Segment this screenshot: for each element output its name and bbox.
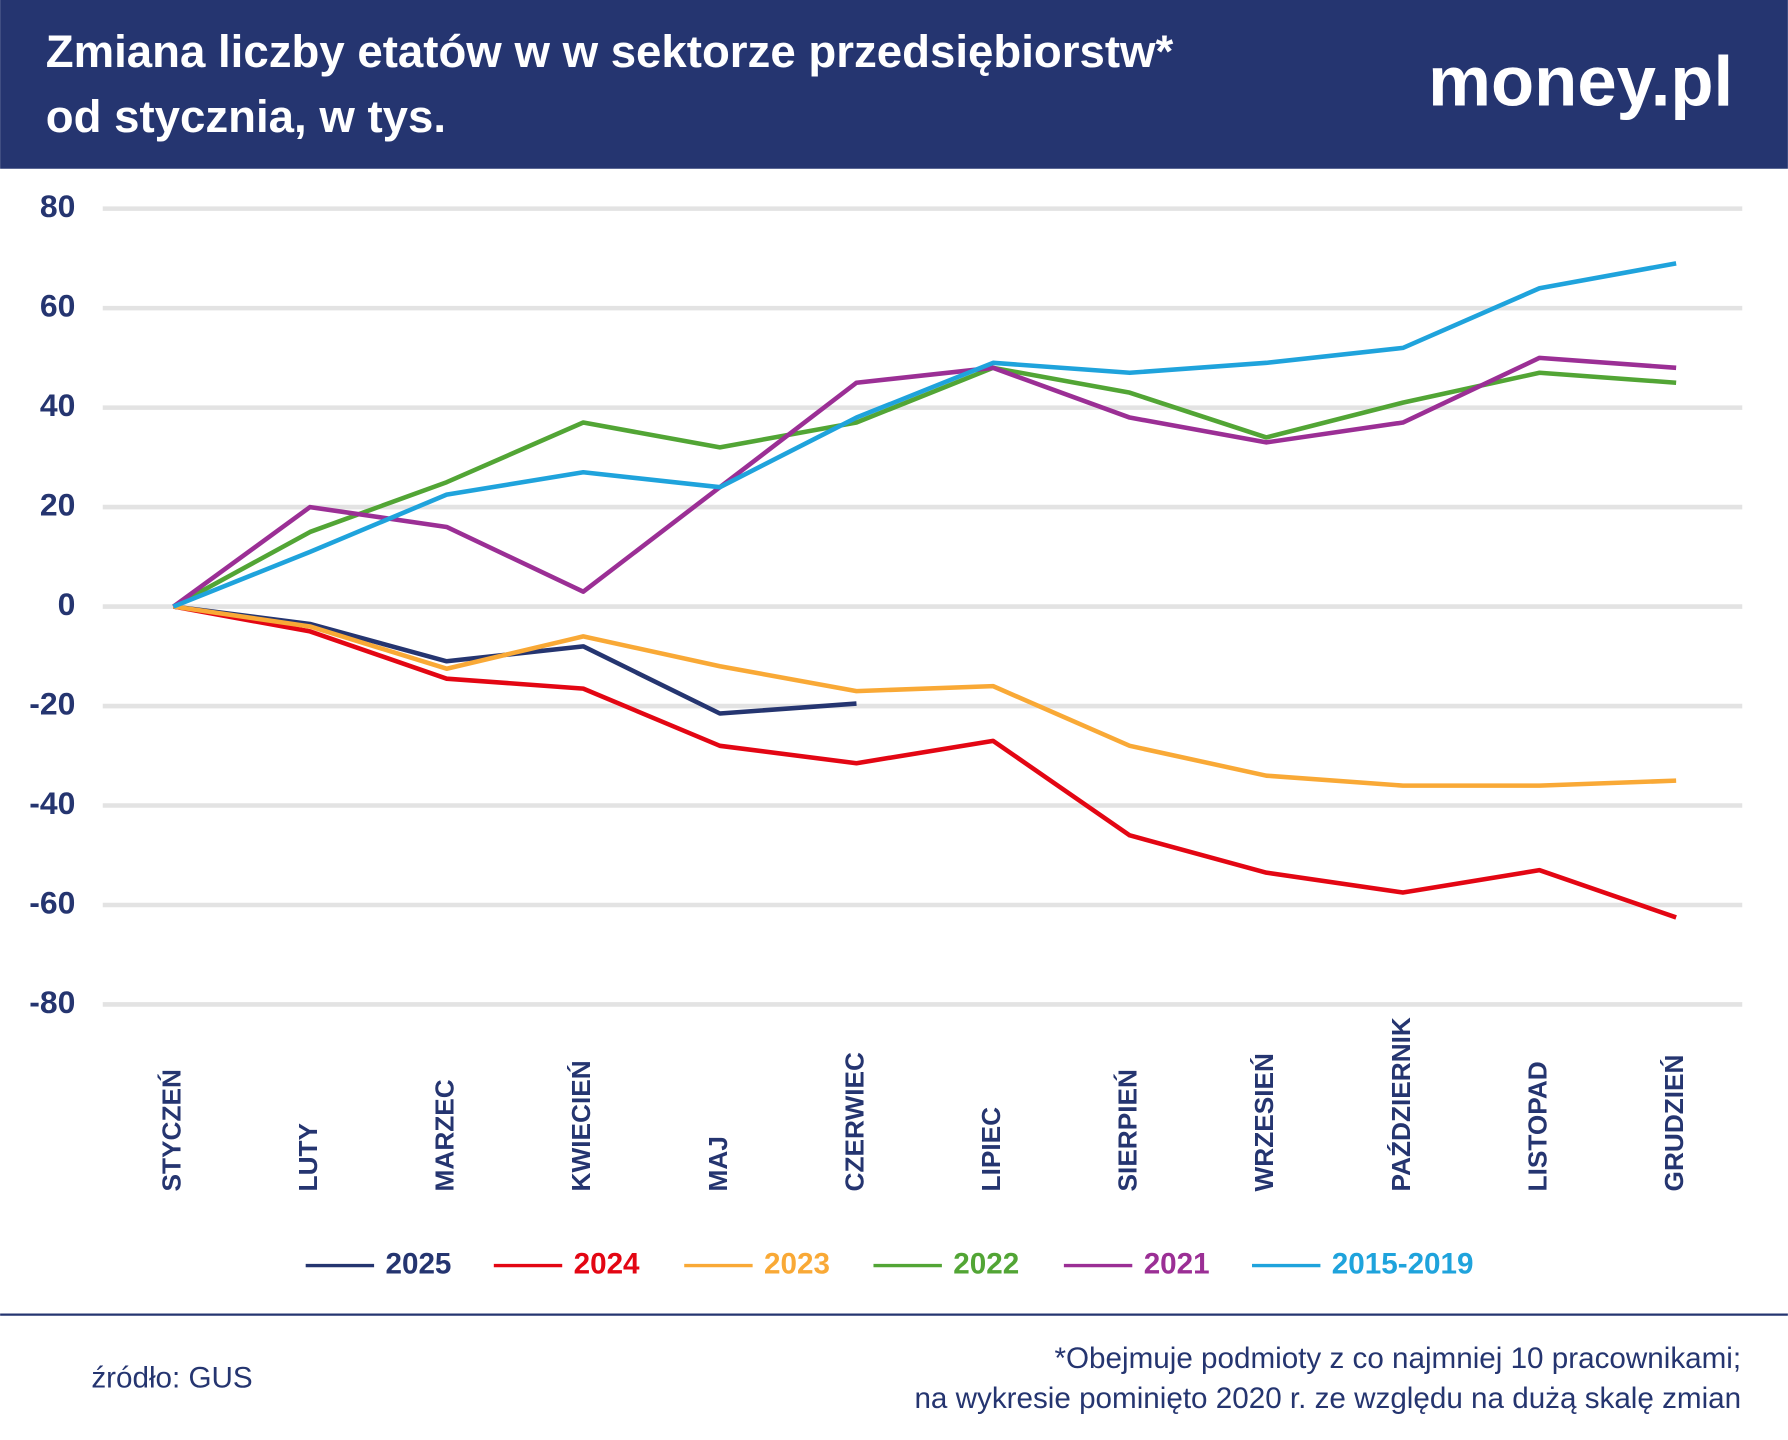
y-tick-label: 60 — [40, 288, 75, 324]
source: źródło: GUS — [91, 1361, 252, 1394]
series-line — [172, 261, 1677, 609]
legend-label: 2021 — [1144, 1247, 1210, 1280]
note: *Obejmuje podmioty z co najmniej 10 prac… — [1054, 1342, 1741, 1375]
series-line — [172, 355, 1677, 609]
x-tick-label: MARZEC — [430, 1079, 460, 1191]
legend-label: 2022 — [953, 1247, 1019, 1280]
chart-title: od stycznia, w tys. — [46, 91, 446, 142]
x-tick-label: WRZESIEŃ — [1249, 1053, 1279, 1191]
x-tick-label: CZERWIEC — [839, 1052, 869, 1191]
x-tick-label: LUTY — [293, 1122, 323, 1191]
x-tick-label: KWIECIEŃ — [566, 1060, 596, 1191]
y-tick-label: 80 — [40, 188, 75, 224]
header — [0, 0, 1788, 169]
x-tick-label: SIERPIEŃ — [1113, 1069, 1143, 1191]
x-tick-label: LIPIEC — [976, 1107, 1006, 1192]
legend-label: 2024 — [574, 1247, 640, 1280]
series-line — [172, 365, 1677, 609]
y-tick-label: -80 — [29, 984, 75, 1020]
y-tick-label: -40 — [29, 785, 75, 821]
y-tick-label: -20 — [29, 685, 75, 721]
legend-label: 2015-2019 — [1332, 1247, 1474, 1280]
y-tick-label: 40 — [40, 387, 75, 423]
logo: money.pl — [1428, 41, 1733, 120]
y-tick-label: 0 — [58, 586, 76, 622]
x-tick-label: PAŹDZIERNIK — [1386, 1017, 1416, 1191]
x-tick-label: GRUDZIEŃ — [1659, 1055, 1689, 1192]
x-tick-label: STYCZEŃ — [156, 1069, 186, 1191]
note: na wykresie pominięto 2020 r. ze względu… — [914, 1382, 1741, 1415]
series-line — [173, 604, 1677, 788]
x-tick-label: LISTOPAD — [1522, 1061, 1552, 1191]
y-tick-label: 20 — [40, 487, 75, 523]
series-line — [173, 604, 1677, 920]
chart-title: Zmiana liczby etatów w w sektorze przeds… — [46, 26, 1174, 77]
legend-label: 2023 — [764, 1247, 830, 1280]
y-tick-label: -60 — [29, 884, 75, 920]
x-tick-label: MAJ — [703, 1136, 733, 1191]
legend-label: 2025 — [385, 1247, 451, 1280]
